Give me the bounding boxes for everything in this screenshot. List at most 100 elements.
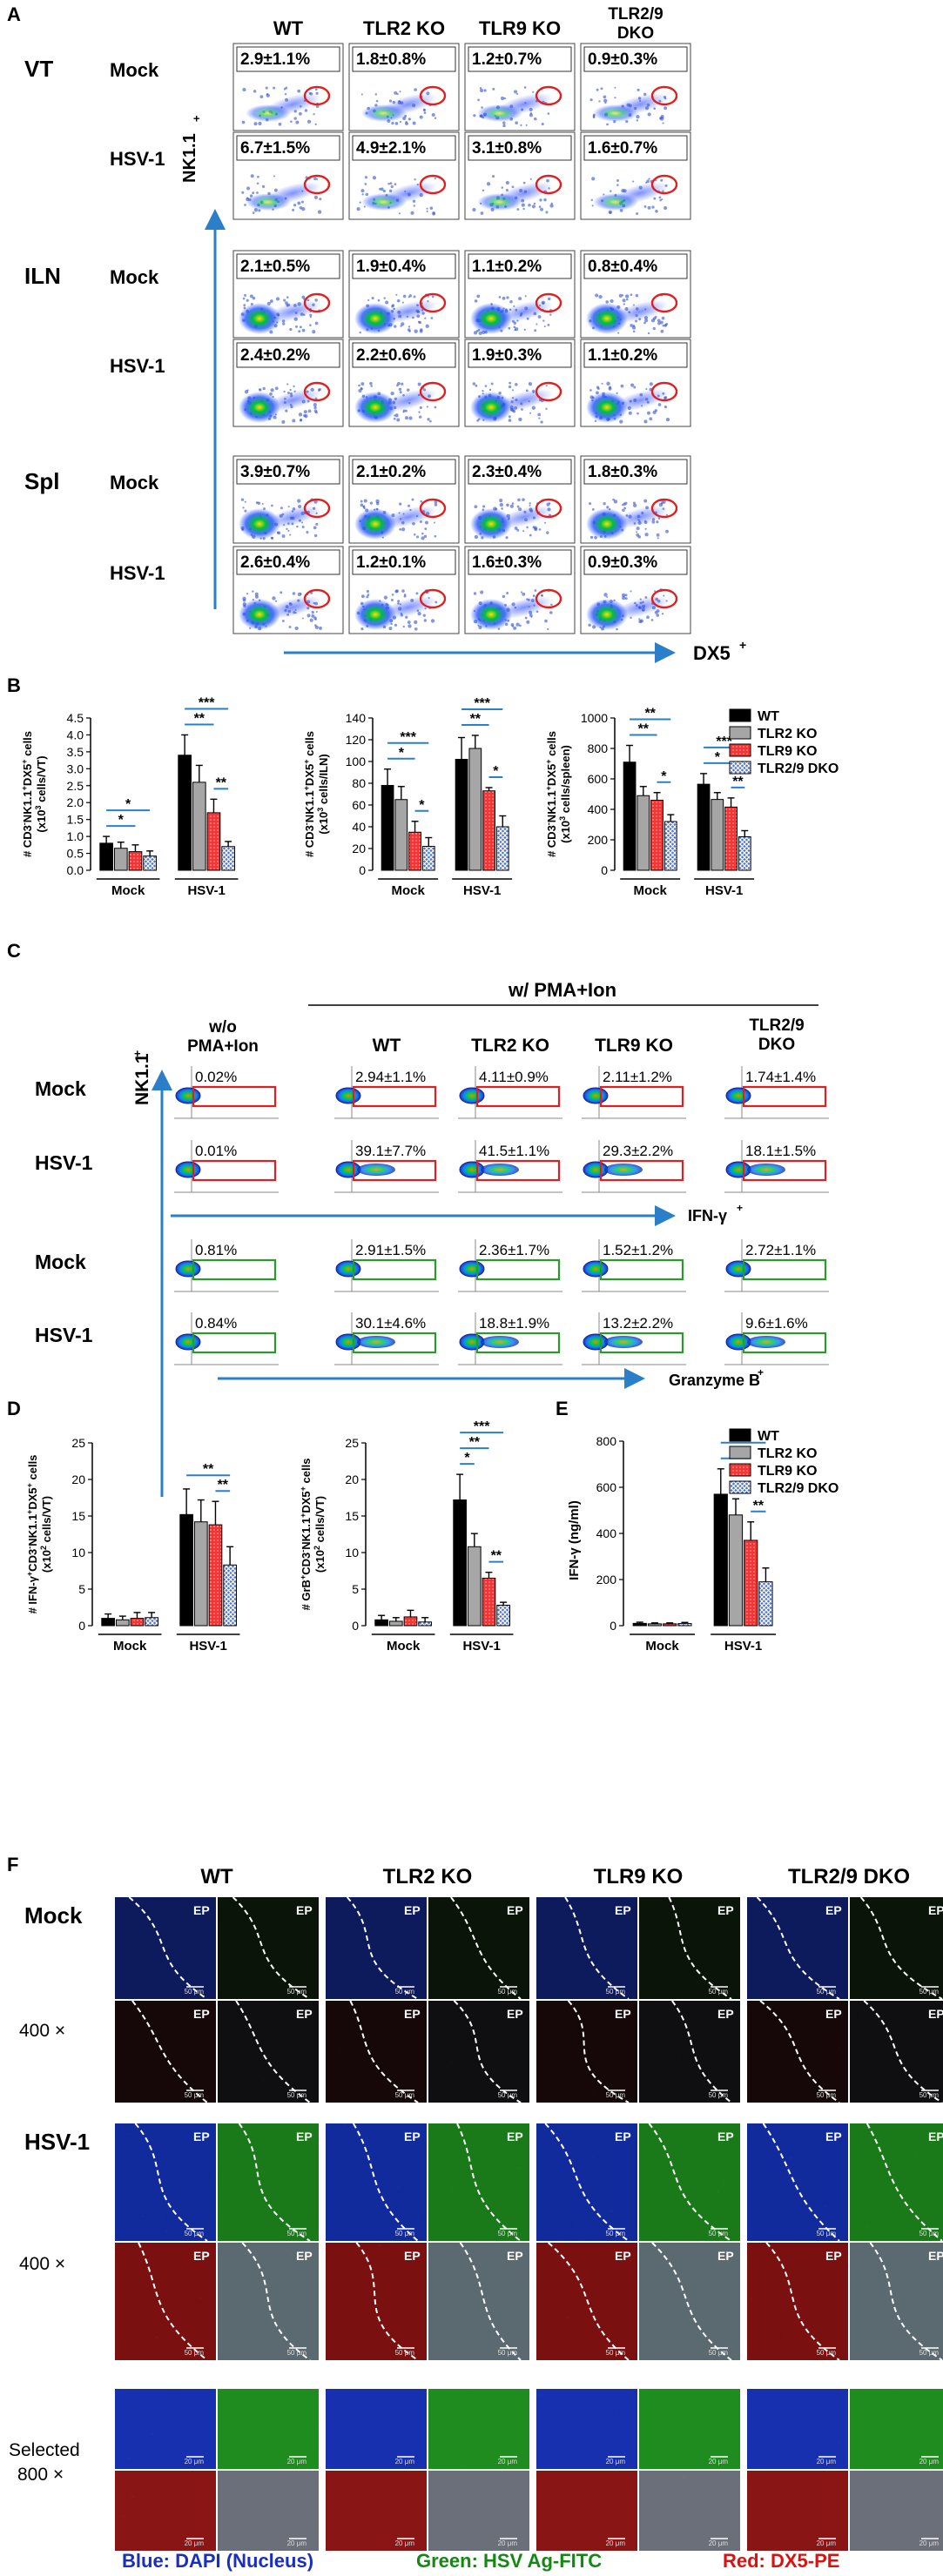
positive-population xyxy=(357,1164,395,1176)
event-dot xyxy=(246,593,249,595)
blue-channel-image: EP 50 μm xyxy=(747,2123,848,2242)
significance-stars: ** xyxy=(203,1462,214,1477)
event-dot xyxy=(434,177,436,180)
event-dot xyxy=(414,88,417,91)
gate-box xyxy=(599,1332,684,1354)
x-axis-superscript: + xyxy=(758,1366,764,1379)
event-dot xyxy=(520,124,522,126)
axis-label-part: - xyxy=(20,822,29,825)
event-dot xyxy=(289,327,293,332)
event-dot xyxy=(313,195,318,199)
event-dot xyxy=(663,406,667,409)
axis-label-part: 2 xyxy=(39,1546,48,1550)
red-channel-image: EP 50 μm xyxy=(326,2000,427,2103)
population-contour xyxy=(459,1087,485,1104)
event-dot xyxy=(491,175,495,178)
axis-label-part: + xyxy=(302,759,311,763)
value-box xyxy=(468,459,572,485)
event-dot xyxy=(432,211,436,216)
x-category-label: Mock xyxy=(113,1639,147,1654)
bar xyxy=(178,755,192,871)
event-dot xyxy=(647,332,650,335)
event-dot xyxy=(261,502,264,506)
event-dot xyxy=(396,92,399,96)
axis-label-part: (x10 xyxy=(35,810,48,833)
gate-ellipse xyxy=(650,292,678,313)
event-dot xyxy=(657,537,659,540)
scale-bar-label: 50 μm xyxy=(709,1988,729,1996)
population-spread xyxy=(611,299,669,324)
scale-bar-label: 20 μm xyxy=(606,2539,626,2547)
event-dot xyxy=(419,329,423,333)
event-dot xyxy=(372,176,377,180)
event-dot xyxy=(509,504,515,508)
axis-label-part: 2 xyxy=(313,1546,321,1550)
gate-box xyxy=(742,1258,827,1281)
image-texture xyxy=(747,1897,848,1999)
event-dot xyxy=(311,610,314,614)
axis-label-part: cells xyxy=(26,1455,39,1484)
population-contour xyxy=(725,1161,751,1178)
epithelium-boundary xyxy=(762,2123,840,2242)
significance-stars: ** xyxy=(638,722,650,737)
event-dot xyxy=(537,413,542,417)
event-dot xyxy=(616,627,618,631)
gate-ellipse xyxy=(303,292,331,313)
event-dot xyxy=(241,120,246,124)
row-label: Selected xyxy=(9,2440,80,2460)
y-tick-label: 0 xyxy=(78,1619,85,1633)
epithelium-boundary xyxy=(544,2123,630,2242)
axis-label-part: + xyxy=(25,1483,34,1487)
gate-percentage: 0.9±0.3% xyxy=(588,50,657,69)
event-dot xyxy=(280,506,283,510)
population-spread xyxy=(495,595,553,620)
event-dot xyxy=(414,620,418,625)
event-dot xyxy=(407,328,411,332)
event-dot xyxy=(391,594,394,596)
event-dot xyxy=(502,121,506,124)
event-dot xyxy=(529,504,531,506)
event-dot xyxy=(661,613,664,615)
image-texture xyxy=(850,2123,943,2241)
event-dot xyxy=(300,419,302,422)
y-tick-label: 20 xyxy=(345,1472,359,1486)
event-dot xyxy=(242,87,246,92)
event-dot xyxy=(598,100,601,103)
event-dot xyxy=(646,615,650,620)
event-dot xyxy=(414,178,416,181)
event-dot xyxy=(622,595,626,600)
event-dot xyxy=(371,296,374,300)
population-spread xyxy=(495,299,553,324)
scale-bar-label: 50 μm xyxy=(185,2349,205,2357)
axis-label-part: - xyxy=(302,822,311,825)
event-dot xyxy=(301,525,305,528)
event-dot xyxy=(652,317,657,320)
blue-channel-image: 20 μm xyxy=(326,2389,427,2469)
axis-label-part: # GrB xyxy=(300,1580,313,1610)
gate-ellipse xyxy=(419,381,447,402)
flow-plot: 2.91±1.5% xyxy=(334,1239,439,1292)
population-contour xyxy=(459,1333,485,1351)
x-axis-label-2: Granzyme B xyxy=(669,1372,760,1389)
event-dot xyxy=(317,210,322,214)
legend-label: TLR2/9 DKO xyxy=(758,761,839,776)
gate-percentage: 2.3±0.4% xyxy=(472,463,542,481)
gate-percentage: 1.8±0.3% xyxy=(588,463,657,481)
image-texture xyxy=(850,2389,943,2469)
event-dot xyxy=(315,88,318,91)
blue-channel-image: 20 μm xyxy=(115,2389,216,2469)
epithelium-boundary xyxy=(866,2123,943,2242)
green-channel-image: EP 50 μm xyxy=(428,1896,529,2000)
event-dot xyxy=(418,411,421,413)
gate-ellipse xyxy=(303,85,331,106)
strain-header: TLR2 KO xyxy=(363,17,445,39)
event-dot xyxy=(503,97,507,100)
event-dot xyxy=(408,117,411,121)
event-dot xyxy=(265,86,268,90)
y-axis-label: NK1.1 xyxy=(132,1053,152,1105)
event-dot xyxy=(630,590,632,593)
legend-label: TLR2 KO xyxy=(758,727,817,741)
event-dot xyxy=(545,407,548,411)
